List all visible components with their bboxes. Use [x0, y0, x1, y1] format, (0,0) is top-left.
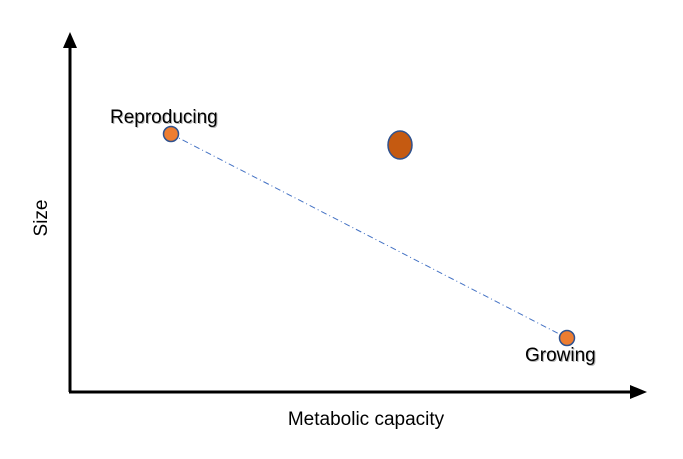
large-unlabeled-point — [387, 130, 413, 160]
trade-off-dashed-line — [170, 133, 568, 339]
y-axis-title: Size — [31, 200, 52, 237]
growing-label: Growing — [525, 345, 596, 366]
x-axis-title: Metabolic capacity — [288, 409, 445, 430]
x-axis-arrowhead — [630, 385, 647, 399]
growing-point — [558, 329, 576, 347]
reproducing-label-shadow: Reproducing — [111, 108, 219, 129]
y-axis-arrowhead — [63, 32, 77, 48]
reproducing-label: Reproducing — [110, 107, 218, 128]
growing-label-shadow: Growing — [526, 346, 597, 367]
reproducing-point — [162, 125, 180, 143]
